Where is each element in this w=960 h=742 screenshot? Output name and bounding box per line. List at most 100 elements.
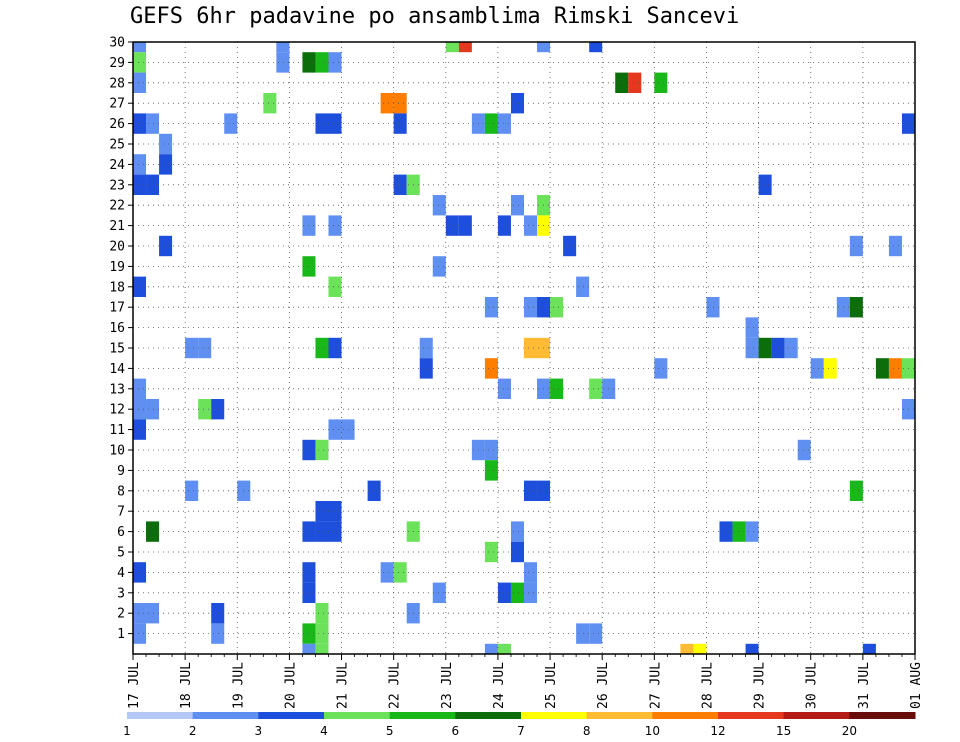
heatmap-cell bbox=[706, 297, 720, 318]
heatmap-cell bbox=[589, 623, 603, 644]
heatmap-cell bbox=[497, 643, 511, 654]
colorbar-segment bbox=[192, 712, 259, 719]
colorbar: 1 2 3 4 5 6 7 8 10 12 15 20 bbox=[123, 712, 916, 738]
heatmap-cell bbox=[497, 113, 511, 134]
x-tick-label: 20 JUL bbox=[283, 662, 298, 709]
heatmap-cell bbox=[133, 113, 147, 134]
heatmap-cell bbox=[589, 378, 603, 399]
colorbar-label: 1 bbox=[123, 724, 131, 738]
heatmap-cell bbox=[263, 93, 277, 114]
heatmap-cell bbox=[888, 358, 902, 379]
heatmap-cell bbox=[185, 480, 199, 501]
colorbar-label: 12 bbox=[710, 724, 725, 738]
y-tick-label: 20 bbox=[109, 240, 125, 255]
y-tick-label: 18 bbox=[109, 280, 125, 295]
colorbar-label: 7 bbox=[517, 724, 525, 738]
heatmap-cell bbox=[510, 521, 524, 542]
colorbar-segment bbox=[718, 712, 785, 719]
heatmap-cell bbox=[524, 582, 538, 603]
y-tick-label: 28 bbox=[109, 76, 125, 91]
heatmap-cell bbox=[198, 337, 212, 359]
x-tick-label: 30 JUL bbox=[805, 662, 820, 709]
heatmap-cell bbox=[654, 358, 668, 379]
heatmap-cell bbox=[328, 337, 342, 359]
heatmap-cell bbox=[419, 358, 433, 379]
heatmap-cell bbox=[484, 113, 498, 134]
heatmap-cell bbox=[719, 521, 733, 542]
heatmap-cell bbox=[680, 643, 694, 654]
colorbar-segment bbox=[521, 712, 588, 719]
heatmap-cell bbox=[823, 358, 837, 379]
y-tick-label: 9 bbox=[117, 464, 125, 479]
heatmap-cell bbox=[510, 541, 524, 563]
heatmap-cell bbox=[133, 174, 147, 195]
heatmap-cell bbox=[524, 215, 538, 236]
heatmap-cell bbox=[745, 643, 759, 654]
heatmap-cell bbox=[524, 337, 538, 359]
heatmap-cells bbox=[133, 42, 915, 654]
colorbar-segment bbox=[455, 712, 522, 719]
heatmap-cell bbox=[328, 521, 342, 542]
heatmap-cell bbox=[497, 582, 511, 603]
heatmap-cell bbox=[328, 276, 342, 297]
heatmap-cell bbox=[146, 174, 160, 195]
colorbar-label: 8 bbox=[583, 724, 591, 738]
x-tick-label: 22 JUL bbox=[388, 662, 403, 709]
heatmap-cell bbox=[875, 358, 889, 379]
heatmap-cell bbox=[393, 113, 407, 134]
heatmap-cell bbox=[510, 582, 524, 603]
heatmap-cell bbox=[510, 93, 524, 114]
y-tick-label: 7 bbox=[117, 505, 125, 520]
colorbar-segment bbox=[127, 712, 194, 719]
x-tick-label: 17 JUL bbox=[127, 662, 142, 709]
y-tick-label: 26 bbox=[109, 117, 125, 132]
heatmap-cell bbox=[758, 174, 772, 195]
heatmap-cell bbox=[133, 154, 147, 175]
heatmap-cell bbox=[133, 399, 147, 420]
heatmap-cell bbox=[276, 52, 290, 73]
heatmap-cell bbox=[524, 297, 538, 318]
colorbar-segment bbox=[324, 712, 391, 719]
y-tick-label: 1 bbox=[117, 627, 125, 642]
heatmap-cell bbox=[393, 562, 407, 583]
heatmap-cell bbox=[550, 297, 564, 318]
heatmap-cell bbox=[576, 623, 590, 644]
heatmap-cell bbox=[484, 643, 498, 654]
y-tick-label: 17 bbox=[109, 301, 125, 316]
y-tick-label: 3 bbox=[117, 586, 125, 601]
colorbar-label: 3 bbox=[255, 724, 263, 738]
x-tick-label: 25 JUL bbox=[544, 662, 559, 709]
x-tick-label: 23 JUL bbox=[440, 662, 455, 709]
y-tick-label: 23 bbox=[109, 178, 125, 193]
heatmap-cell bbox=[133, 623, 147, 644]
heatmap-cell bbox=[745, 317, 759, 338]
y-tick-label: 4 bbox=[117, 566, 125, 581]
colorbar-label: 4 bbox=[320, 724, 328, 738]
heatmap-cell bbox=[693, 643, 707, 654]
heatmap-cell bbox=[537, 42, 551, 53]
heatmap-cell bbox=[133, 603, 147, 624]
heatmap-cell bbox=[849, 480, 863, 501]
x-tick-label: 26 JUL bbox=[596, 662, 611, 709]
heatmap-cell bbox=[146, 113, 160, 134]
chart-title: GEFS 6hr padavine po ansamblima Rimski S… bbox=[130, 4, 740, 29]
heatmap-cell bbox=[628, 72, 642, 93]
colorbar-segment bbox=[849, 712, 916, 719]
colorbar-segment bbox=[258, 712, 325, 719]
heatmap-cell bbox=[849, 235, 863, 257]
x-tick-label: 21 JUL bbox=[336, 662, 351, 709]
colorbar-label: 10 bbox=[645, 724, 660, 738]
heatmap-cell bbox=[484, 439, 498, 461]
heatmap-cell bbox=[654, 72, 668, 93]
heatmap-cell bbox=[133, 562, 147, 583]
heatmap-cell bbox=[198, 399, 212, 420]
heatmap-cell bbox=[133, 378, 147, 399]
y-tick-label: 30 bbox=[109, 36, 125, 51]
heatmap-cell bbox=[224, 113, 238, 134]
x-tick-label: 18 JUL bbox=[179, 662, 194, 709]
heatmap-cell bbox=[550, 378, 564, 399]
heatmap-cell bbox=[393, 174, 407, 195]
heatmap-cell bbox=[484, 541, 498, 563]
heatmap-cell bbox=[328, 52, 342, 73]
